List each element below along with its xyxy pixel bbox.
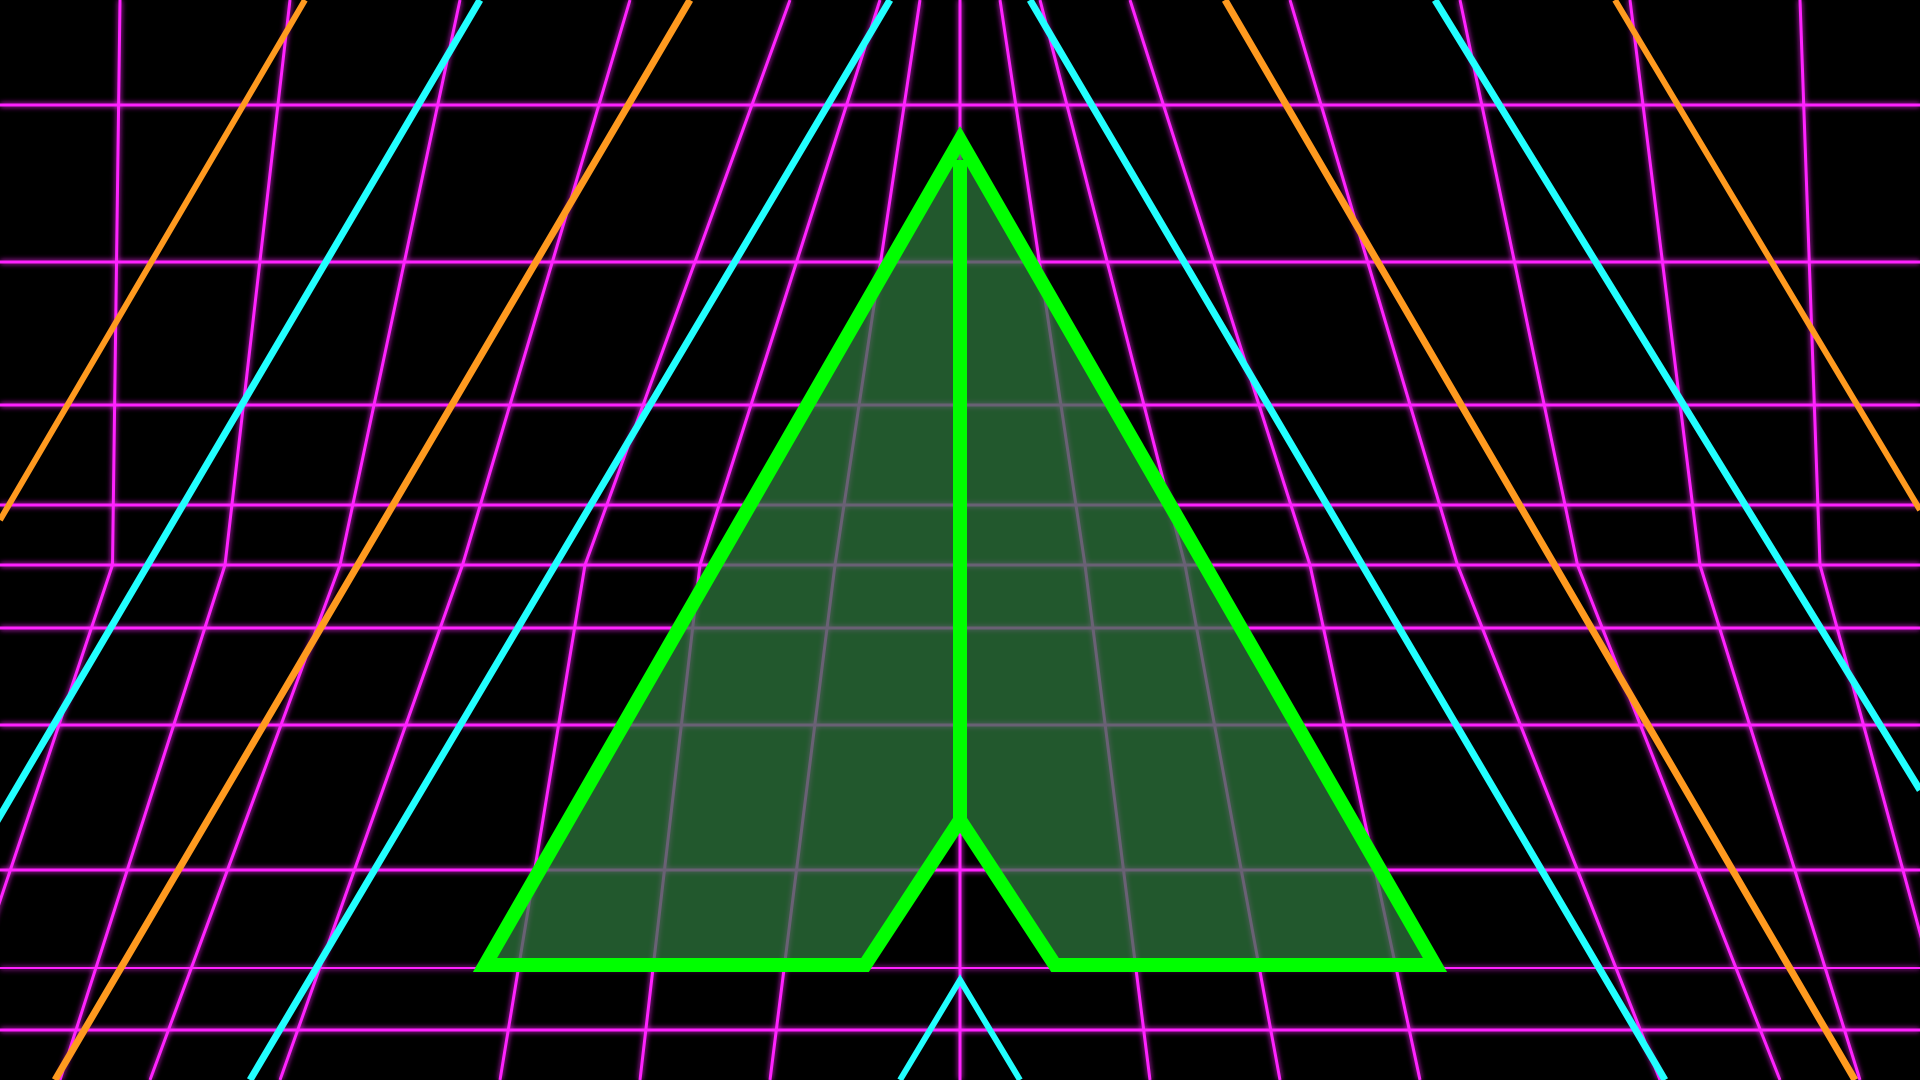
rail-cyan-left-inner (246, 0, 894, 1080)
rail-orange-right-outer (1612, 0, 1920, 512)
grid-perspective-line (1288, 0, 1662, 1080)
grid-perspective-line (278, 0, 632, 1080)
rail-orange-left-outer (0, 0, 308, 522)
grid-perspective-line (58, 0, 292, 1080)
grid-perspective-line (1798, 0, 1920, 939)
rail-cyan-left-outer (0, 0, 484, 823)
grid-perspective-line (0, 0, 122, 906)
grid-perspective-line (1458, 0, 1782, 1080)
player-ship-icon[interactable] (472, 125, 1448, 972)
grid-perspective-line (1628, 0, 1862, 1080)
grid-perspective-line (148, 0, 462, 1080)
rail-cyan-right-inner (1026, 0, 1669, 1080)
rail-orange-left-inner (51, 0, 694, 1080)
rail-orange-right-inner (1221, 0, 1859, 1080)
rail-cyan-right-outer (1432, 0, 1920, 792)
chevron-up-marker-icon (897, 974, 1023, 1080)
